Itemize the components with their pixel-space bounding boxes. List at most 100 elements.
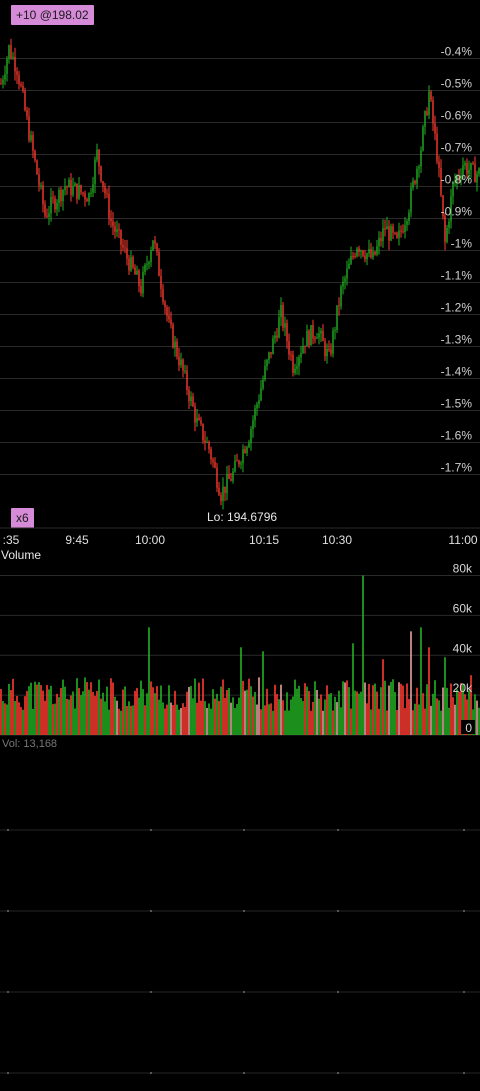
- candle-body: [416, 168, 418, 184]
- volume-bar: [114, 696, 116, 735]
- volume-bar: [182, 703, 184, 735]
- volume-bar: [254, 691, 256, 735]
- volume-bar: [8, 683, 10, 735]
- candle-body: [226, 473, 228, 494]
- volume-bar: [440, 710, 442, 735]
- candle-body: [394, 232, 396, 234]
- volume-bar: [446, 687, 448, 735]
- candle-body: [184, 370, 186, 372]
- candle-body: [156, 243, 158, 252]
- candle-body: [466, 163, 468, 174]
- volume-bar: [98, 679, 100, 735]
- volume-bar: [420, 627, 422, 735]
- volume-bar: [392, 679, 394, 735]
- volume-bar: [170, 702, 172, 735]
- volume-bar: [310, 710, 312, 735]
- volume-bar: [2, 700, 4, 735]
- candle-body: [36, 160, 38, 175]
- candle-body: [28, 116, 30, 141]
- candle-body: [398, 230, 400, 238]
- volume-bar: [282, 700, 284, 735]
- volume-bar: [84, 677, 86, 735]
- volume-bar: [384, 680, 386, 735]
- volume-bar: [474, 694, 476, 735]
- volume-bar: [314, 681, 316, 735]
- candle-body: [164, 302, 166, 308]
- candle-body: [392, 226, 394, 233]
- candle-body: [124, 247, 126, 249]
- volume-bar: [86, 682, 88, 735]
- candle-body: [368, 248, 370, 254]
- candle-body: [54, 198, 56, 210]
- lower-grid-dot: [463, 991, 465, 993]
- volume-bar: [186, 691, 188, 735]
- volume-bar: [236, 704, 238, 735]
- volume-bar: [130, 705, 132, 735]
- volume-bar: [120, 710, 122, 735]
- volume-bar: [464, 694, 466, 735]
- volume-bar: [232, 697, 234, 735]
- volume-bar: [168, 685, 170, 735]
- candle-body: [434, 123, 436, 134]
- volume-bar: [404, 708, 406, 735]
- volume-bar: [20, 707, 22, 735]
- volume-bar: [188, 686, 190, 735]
- lower-grid-dot: [463, 910, 465, 912]
- candle-body: [40, 185, 42, 187]
- candle-body: [4, 73, 6, 80]
- volume-bar: [306, 686, 308, 735]
- volume-bar: [338, 690, 340, 735]
- candle-body: [374, 251, 376, 255]
- volume-bar: [76, 678, 78, 735]
- candle-body: [240, 463, 242, 465]
- volume-bar: [296, 688, 298, 735]
- candle-body: [22, 85, 24, 91]
- candle-body: [162, 289, 164, 303]
- volume-bar: [92, 691, 94, 735]
- volume-bar: [456, 689, 458, 735]
- volume-bar: [174, 690, 176, 735]
- volume-tick-label: 20k: [453, 681, 473, 695]
- multiplier-badge[interactable]: x6: [11, 508, 34, 528]
- position-badge[interactable]: +10 @198.02: [11, 5, 94, 25]
- volume-bar: [270, 703, 272, 735]
- volume-bar: [160, 685, 162, 735]
- volume-bar: [140, 680, 142, 735]
- volume-bar: [238, 697, 240, 735]
- candle-body: [468, 169, 470, 174]
- candle-body: [310, 325, 312, 346]
- candle-body: [284, 323, 286, 328]
- volume-bar: [116, 700, 118, 735]
- volume-bar: [360, 691, 362, 735]
- candle-body: [80, 185, 82, 193]
- volume-bar: [28, 686, 30, 735]
- lower-grid-dot: [463, 1072, 465, 1074]
- volume-bar: [354, 690, 356, 735]
- volume-bar: [302, 701, 304, 735]
- candle-body: [38, 174, 40, 186]
- candle-body: [66, 186, 68, 188]
- candle-body: [386, 226, 388, 230]
- volume-bar: [334, 696, 336, 735]
- candle-body: [256, 404, 258, 409]
- volume-bar: [34, 681, 36, 735]
- candle-body: [442, 195, 444, 217]
- volume-bar: [466, 699, 468, 735]
- candle-body: [400, 230, 402, 232]
- price-tick-label: -1.7%: [441, 461, 473, 475]
- volume-bar: [242, 680, 244, 735]
- price-tick-label: -1%: [451, 237, 473, 251]
- volume-bar: [252, 696, 254, 735]
- volume-bar: [438, 700, 440, 735]
- volume-bar: [342, 681, 344, 735]
- candle-body: [300, 353, 302, 358]
- lower-grid-dot: [7, 910, 9, 912]
- candle-body: [422, 126, 424, 151]
- lower-grid-dot: [7, 991, 9, 993]
- candle-body: [348, 263, 350, 269]
- volume-bar: [96, 691, 98, 735]
- candle-body: [88, 193, 90, 202]
- candle-body: [208, 441, 210, 450]
- volume-bar: [470, 675, 472, 735]
